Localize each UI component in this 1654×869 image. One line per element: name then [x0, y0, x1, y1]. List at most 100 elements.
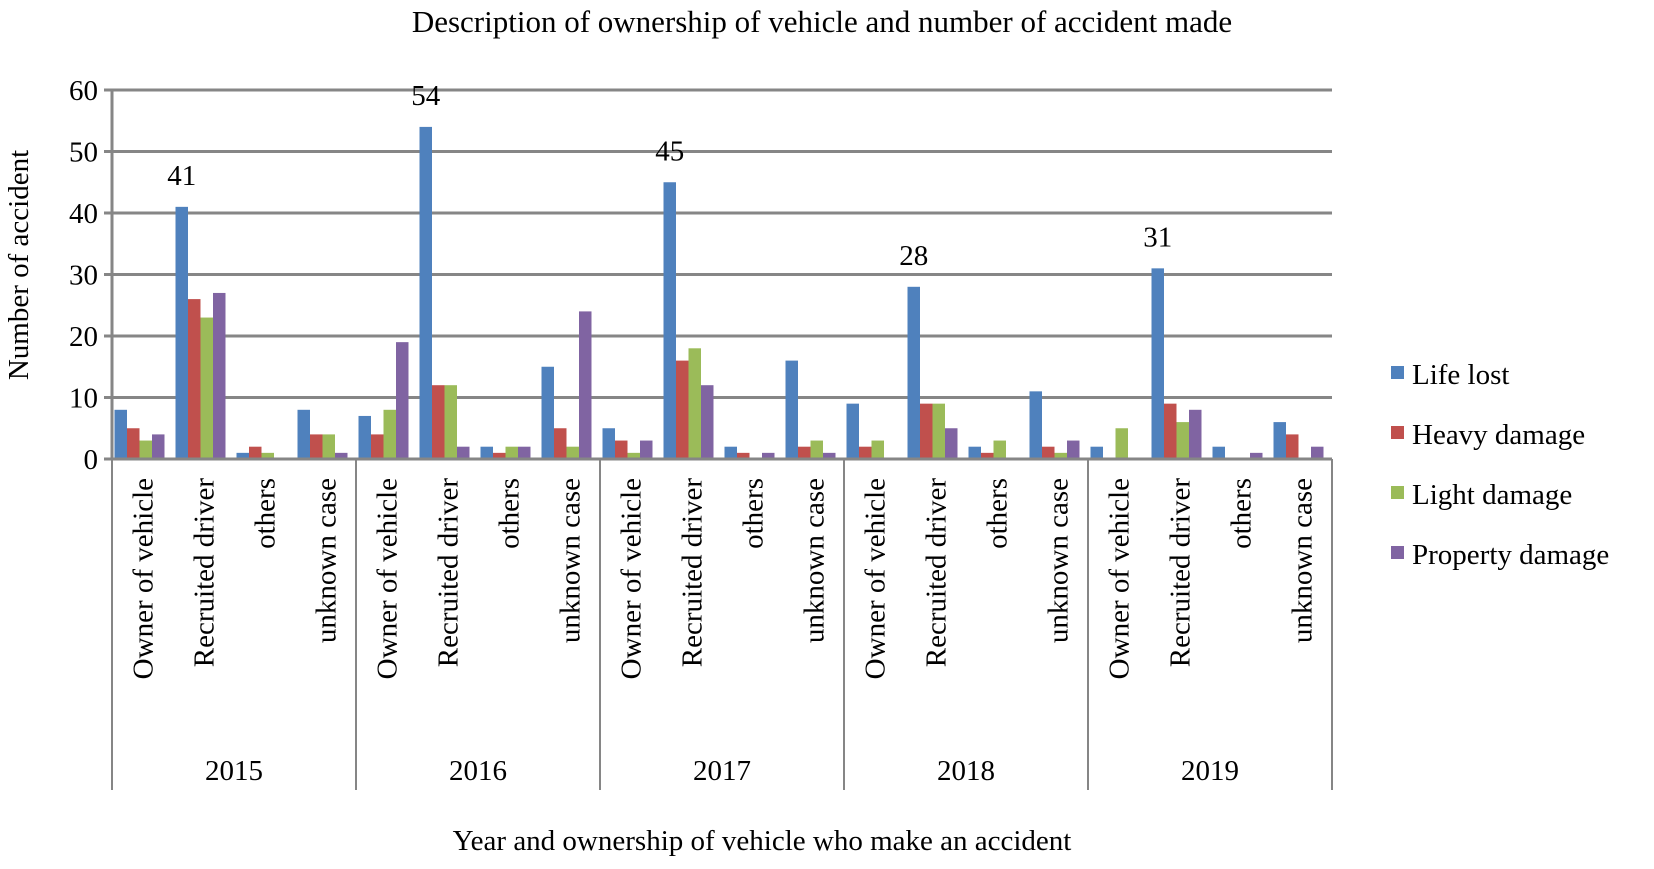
category-label: Recruited driver: [1165, 478, 1197, 668]
bar: [139, 440, 152, 459]
category-label: Owner of vehicle: [860, 478, 892, 679]
bar: [762, 452, 775, 459]
group-label: 2016: [449, 755, 507, 787]
bar: [444, 385, 457, 459]
bar: [541, 366, 554, 459]
category-label: Owner of vehicle: [128, 478, 160, 679]
bar: [1115, 428, 1128, 459]
bar: [1286, 434, 1299, 459]
group-label: 2017: [693, 755, 751, 787]
y-axis: 0 10 20 30 40 50 60: [69, 75, 114, 476]
bar: [236, 452, 249, 459]
legend-label: Property damage: [1412, 539, 1609, 571]
bar: [358, 415, 371, 459]
bar: [383, 409, 396, 459]
category-label: others: [1226, 478, 1258, 549]
bar: [518, 446, 531, 459]
category-label: Recruited driver: [433, 478, 465, 668]
x-axis: 2015 Owner of vehicle Recruited driver othe…: [111, 457, 1333, 790]
bar: [981, 452, 994, 459]
bar: [640, 440, 653, 459]
bar: [859, 446, 872, 459]
y-tick-label: 10: [69, 383, 98, 415]
bar: [1189, 409, 1202, 459]
bar: [396, 342, 409, 459]
chart-title: Description of ownership of vehicle and …: [412, 4, 1232, 39]
category-label: Owner of vehicle: [616, 478, 648, 679]
category-label: Recruited driver: [189, 478, 221, 668]
legend: Life lost Heavy damage Light damage Propert…: [1391, 359, 1609, 571]
y-tick-label: 40: [69, 198, 98, 230]
category-label: unknown case: [555, 478, 587, 643]
data-label: 31: [1143, 221, 1172, 253]
bar: [505, 446, 518, 459]
bars: [114, 126, 1324, 460]
category-label: unknown case: [1043, 478, 1075, 643]
bar: [432, 385, 445, 459]
bar: [602, 428, 615, 459]
bar: [701, 385, 714, 459]
bar: [188, 299, 201, 459]
data-labels: 41 54 45 28 31: [167, 80, 1172, 272]
category-label: others: [982, 478, 1014, 549]
gridlines: [104, 88, 1332, 461]
bar: [627, 452, 640, 459]
bar: [920, 403, 933, 459]
bar: [419, 126, 432, 460]
bar: [688, 348, 701, 459]
bar: [907, 286, 920, 459]
bar: [798, 446, 811, 459]
legend-label: Heavy damage: [1412, 419, 1585, 451]
y-tick-label: 60: [69, 75, 98, 107]
bar: [871, 440, 884, 459]
category-label: Owner of vehicle: [1104, 478, 1136, 679]
y-axis-label: Number of accident: [3, 150, 35, 380]
legend-label: Light damage: [1412, 479, 1572, 511]
bar: [968, 446, 981, 459]
y-tick-label: 20: [69, 321, 98, 353]
bar: [1212, 446, 1225, 459]
group-label: 2015: [205, 755, 263, 787]
category-label: Recruited driver: [677, 478, 709, 668]
bar: [152, 434, 165, 459]
bar: [579, 311, 592, 459]
bar: [737, 452, 750, 459]
bar: [823, 452, 836, 459]
category-label: others: [738, 478, 770, 549]
y-tick-label: 50: [69, 137, 98, 169]
bar: [663, 182, 676, 459]
bar: [297, 409, 310, 459]
bar: [213, 292, 226, 459]
bar: [493, 452, 506, 459]
bar: [175, 206, 188, 459]
bar: [127, 428, 140, 459]
group-label: 2019: [1181, 755, 1239, 787]
category-label: Owner of vehicle: [372, 478, 404, 679]
data-label: 54: [411, 80, 441, 112]
bar: [1273, 422, 1286, 459]
bar: [993, 440, 1006, 459]
y-tick-label: 30: [69, 260, 98, 292]
category-label: unknown case: [311, 478, 343, 643]
bar: [1164, 403, 1177, 459]
data-label: 28: [899, 240, 928, 272]
y-tick-label: 0: [84, 444, 99, 476]
bar: [1250, 452, 1263, 459]
x-axis-label: Year and ownership of vehicle who make a…: [453, 825, 1072, 857]
bar: [1090, 446, 1103, 459]
bar: [724, 446, 737, 459]
bar: [480, 446, 493, 459]
bar: [322, 434, 335, 459]
group-label: 2018: [937, 755, 995, 787]
legend-swatch: [1391, 546, 1404, 559]
legend-label: Life lost: [1412, 359, 1509, 391]
bar: [310, 434, 323, 459]
category-label: unknown case: [799, 478, 831, 643]
bar: [1311, 446, 1324, 459]
bar: [676, 360, 689, 459]
bar: [1151, 268, 1164, 459]
bar: [457, 446, 470, 459]
category-label: others: [494, 478, 526, 549]
category-label: unknown case: [1287, 478, 1319, 643]
